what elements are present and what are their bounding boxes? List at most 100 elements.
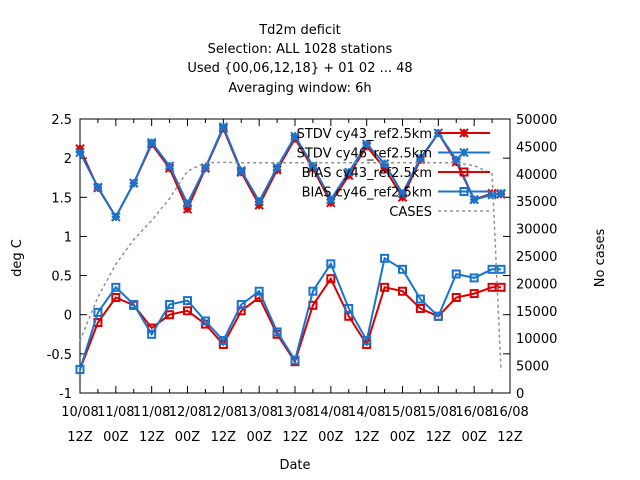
x-tick-label-hour: 12Z bbox=[282, 430, 308, 445]
series-point-3 bbox=[308, 286, 318, 296]
x-tick-label-hour: 12Z bbox=[211, 430, 237, 445]
series-line-4 bbox=[79, 161, 502, 372]
series-point-3 bbox=[183, 296, 192, 306]
y-tick-label: -0.5 bbox=[47, 348, 72, 363]
series-point-3 bbox=[129, 300, 139, 310]
series-point-2 bbox=[380, 282, 390, 292]
y-tick-label: 0 bbox=[64, 309, 72, 324]
series-point-3 bbox=[111, 282, 121, 292]
series-line-3 bbox=[79, 256, 501, 370]
y2-axis-label: No cases bbox=[593, 229, 608, 288]
x-tick-label-date: 11/08 bbox=[97, 405, 134, 420]
y-tick-label: 0.5 bbox=[51, 270, 72, 285]
y2-axis-ticks: 0 5000 10000 15000 20000 25000 30000 35000 40000… bbox=[510, 113, 557, 402]
y-axis-label: deg C bbox=[10, 239, 25, 277]
y2-tick-label: 50000 bbox=[516, 113, 557, 128]
legend-label: STDV cy46_ref2.5km bbox=[297, 147, 432, 162]
series-point-2 bbox=[183, 306, 192, 316]
series-point-2 bbox=[326, 274, 336, 284]
title-line-4: Averaging window: 6h bbox=[228, 81, 371, 96]
series-point-1 bbox=[361, 139, 372, 149]
x-tick-label-date: 14/08 bbox=[348, 405, 385, 420]
x-tick-label-date: 16/08 bbox=[455, 405, 492, 420]
x-tick-label-hour: 12Z bbox=[67, 430, 93, 445]
x-tick-label-hour: 00Z bbox=[390, 430, 416, 445]
series-point-3 bbox=[398, 264, 407, 274]
series-point-2 bbox=[111, 292, 121, 302]
series-point-1 bbox=[146, 137, 157, 148]
series-point-1 bbox=[254, 196, 264, 206]
x-tick-label-date: 14/08 bbox=[312, 405, 349, 420]
series-point-3 bbox=[380, 253, 390, 263]
x-tick-label-date: 11/08 bbox=[133, 405, 170, 420]
series-point-1 bbox=[236, 165, 246, 176]
series-point-1 bbox=[326, 194, 336, 205]
x-tick-label-hour: 00Z bbox=[175, 430, 201, 445]
y-tick-label: 2.5 bbox=[51, 113, 72, 128]
series-point-2 bbox=[415, 303, 425, 313]
legend-label: BIAS cy43_ref2.5km bbox=[302, 166, 432, 181]
y-tick-label: 1.5 bbox=[51, 191, 72, 206]
series-point-3 bbox=[326, 259, 336, 269]
series-point-3 bbox=[487, 264, 497, 274]
series-point-3 bbox=[93, 307, 103, 317]
series-point-1 bbox=[164, 161, 175, 171]
x-tick-label-hour: 00Z bbox=[246, 430, 272, 445]
x-tick-label-date: 13/08 bbox=[276, 405, 313, 420]
series-point-3 bbox=[272, 327, 282, 337]
series-point-1 bbox=[129, 178, 139, 188]
y2-tick-label: 5000 bbox=[516, 360, 549, 375]
series-point-3 bbox=[200, 316, 210, 326]
series-point-1 bbox=[218, 122, 229, 132]
y-tick-label: -1 bbox=[59, 387, 72, 402]
series-point-1 bbox=[415, 153, 426, 163]
series-layer bbox=[75, 122, 506, 375]
series-point-3 bbox=[254, 286, 264, 296]
y2-tick-label: 10000 bbox=[516, 332, 557, 347]
series-point-1 bbox=[469, 194, 479, 205]
series-point-3 bbox=[469, 273, 479, 283]
x-tick-label-hour: 12Z bbox=[497, 430, 523, 445]
x-axis-label: Date bbox=[279, 458, 310, 473]
y2-tick-label: 25000 bbox=[516, 250, 557, 265]
x-axis-ticks: 10/08 12Z 11/08 00Z 11/08 12Z 12/08 00Z 12/08 12Z… bbox=[61, 119, 529, 445]
series-point-2 bbox=[398, 286, 407, 296]
x-tick-label-hour: 00Z bbox=[461, 430, 487, 445]
x-tick-label-date: 15/08 bbox=[384, 405, 421, 420]
series-point-3 bbox=[165, 300, 175, 310]
series-point-1 bbox=[290, 131, 300, 141]
series-point-1 bbox=[93, 182, 103, 192]
x-tick-label-date: 16/08 bbox=[491, 405, 528, 420]
y-tick-label: 2 bbox=[64, 152, 72, 167]
legend-label: STDV cy43_ref2.5km bbox=[297, 127, 432, 142]
legend-label: CASES bbox=[389, 205, 432, 220]
series-point-1 bbox=[111, 212, 121, 222]
legend-marker bbox=[459, 167, 469, 177]
legend: STDV cy43_ref2.5km STDV cy46_ref2.5km BIAS… bbox=[297, 127, 490, 220]
series-point-3 bbox=[433, 311, 443, 321]
x-tick-label-date: 15/08 bbox=[420, 405, 457, 420]
x-tick-label-hour: 12Z bbox=[139, 430, 165, 445]
y2-tick-label: 30000 bbox=[516, 223, 557, 238]
series-point-1 bbox=[344, 167, 354, 177]
series-point-1 bbox=[200, 162, 211, 173]
series-line-1 bbox=[79, 124, 502, 219]
y2-tick-label: 15000 bbox=[516, 305, 557, 320]
x-tick-label-date: 13/08 bbox=[240, 405, 277, 420]
series-point-3 bbox=[451, 269, 461, 279]
series-point-3 bbox=[147, 329, 157, 339]
series-point-1 bbox=[496, 188, 506, 199]
series-point-3 bbox=[290, 355, 300, 365]
series-point-1 bbox=[487, 190, 497, 200]
series-point-3 bbox=[236, 300, 246, 310]
y2-tick-label: 0 bbox=[516, 387, 524, 402]
y-axis-ticks: -1 -0.5 0 0.5 1 1.5 2 2.5 bbox=[47, 113, 510, 402]
x-tick-label-date: 12/08 bbox=[169, 405, 206, 420]
y2-tick-label: 20000 bbox=[516, 277, 557, 292]
series-point-1 bbox=[182, 198, 193, 209]
x-tick-label-date: 10/08 bbox=[61, 405, 98, 420]
legend-marker bbox=[459, 147, 469, 158]
x-tick-label-hour: 00Z bbox=[318, 430, 344, 445]
x-tick-label-hour: 00Z bbox=[103, 430, 129, 445]
